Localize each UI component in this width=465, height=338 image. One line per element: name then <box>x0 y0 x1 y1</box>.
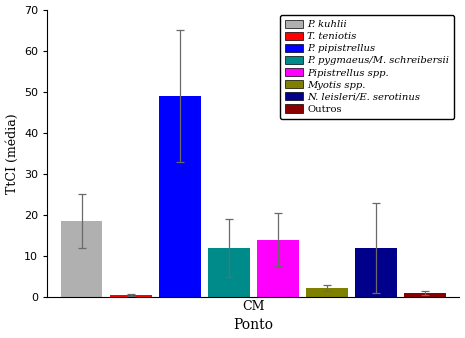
Bar <box>110 295 152 297</box>
X-axis label: Ponto: Ponto <box>233 318 273 333</box>
Legend: P. kuhlii, T. teniotis, P. pipistrellus, P. pygmaeus/M. schreibersii, Pipistrell: P. kuhlii, T. teniotis, P. pipistrellus,… <box>280 15 454 119</box>
Y-axis label: TtCI (média): TtCI (média) <box>6 113 19 194</box>
Bar <box>61 221 102 297</box>
Bar <box>306 288 348 297</box>
Bar <box>257 240 299 297</box>
Bar <box>159 96 200 297</box>
Bar <box>404 293 446 297</box>
Bar <box>355 248 397 297</box>
Bar <box>208 248 250 297</box>
